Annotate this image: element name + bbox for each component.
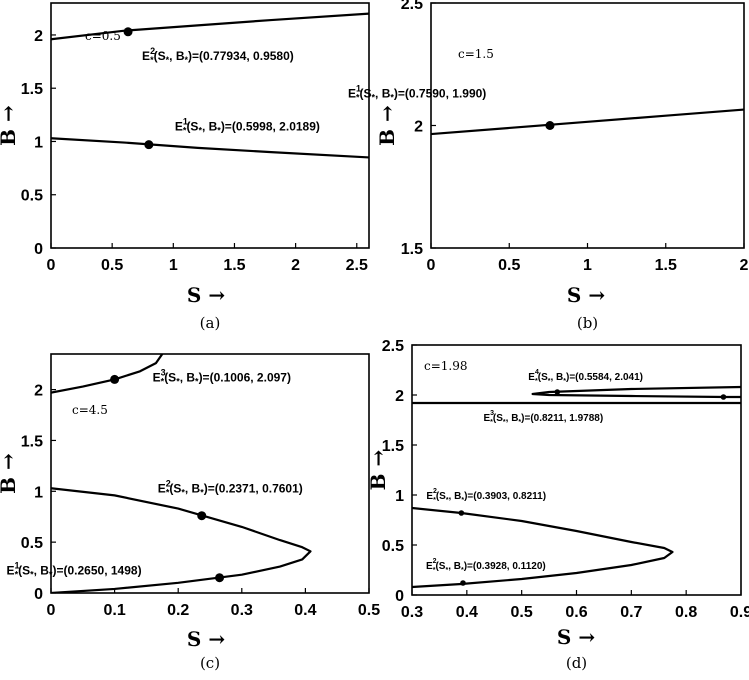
y-tick-label: 0.5 (21, 188, 43, 205)
x-tick-label: 0.7 (620, 604, 642, 621)
y-tick-label: 1.5 (21, 433, 43, 450)
x-tick-label: 2 (740, 257, 749, 274)
y-tick-label: 0.5 (382, 538, 404, 555)
equilibrium-point (458, 510, 465, 516)
y-tick-label: 2.5 (382, 338, 404, 355)
equilibrium-point (554, 389, 561, 395)
series-line-1 (51, 12, 369, 41)
equilibrium-label: E1 *(S*, B*)=(0.7590, 1.990) (348, 84, 486, 103)
x-tick-label: 1.5 (223, 257, 245, 274)
series-line-2 (51, 487, 312, 593)
panel-caption: (c) (200, 654, 220, 672)
x-axis-label: S → (187, 627, 225, 651)
y-tick-label: 0 (34, 241, 43, 258)
x-tick-label: 0.5 (511, 604, 533, 621)
panel-d: 0.3 0.4 0.5 0.6 0.7 0.8 0.9 0 0.5 1 1.5 2 2.5 S → B → (… (366, 338, 749, 672)
y-tick-label: 1.5 (21, 81, 43, 98)
equilibrium-point (215, 573, 225, 583)
y-tick-label: 0 (395, 588, 404, 605)
x-tick-label: 0.4 (456, 604, 478, 621)
equilibrium-point (545, 121, 555, 130)
equilibrium-label: E3 *(S*, B*)=(0.8211, 1.9788) (483, 410, 603, 426)
x-tick-label: 0.3 (231, 602, 253, 619)
y-tick-label: 1.5 (382, 438, 404, 455)
x-tick-label: 0.5 (101, 257, 123, 274)
equilibrium-label: E3 *(S*, B*)=(0.1006, 2.097) (153, 367, 291, 386)
x-tick-label: 0.9 (730, 604, 749, 621)
panel-a: 00.511.522.500.511.52S →B →(a)c=0.5E2*(S… (0, 2, 370, 332)
y-tick-label: 1 (395, 488, 404, 505)
panel-b: 0 0.5 1 1.5 2 1.5 2 2.5 S → B → (b) c=1.5 E1 *(S*, B*… (348, 0, 749, 332)
x-tick-label: 0.6 (565, 604, 587, 621)
y-tick-label: 2 (395, 388, 404, 405)
x-tick-label: 0 (47, 257, 56, 274)
y-tick-label: 1 (34, 484, 43, 501)
x-tick-label: 0.5 (358, 602, 380, 619)
y-tick-label: 0 (34, 586, 43, 603)
y-axis-label: B → (375, 105, 399, 146)
panel-caption: (d) (566, 654, 587, 672)
parameter-label: c=1.5 (458, 47, 494, 61)
x-tick-label: 0.2 (167, 602, 189, 619)
x-tick-label: 0 (47, 602, 56, 619)
x-tick-label: 2.5 (346, 257, 368, 274)
plot-frame (50, 353, 370, 594)
x-tick-label: 1.5 (655, 257, 677, 274)
x-tick-label: 1 (583, 257, 592, 274)
x-axis-label: S → (557, 625, 595, 649)
y-tick-label: 2.5 (401, 0, 423, 13)
panel-caption: (b) (577, 314, 598, 332)
equilibrium-label: E2 *(S*, B*)=(0.3928, 0.1120) (426, 558, 546, 574)
parameter-label: c=4.5 (72, 403, 108, 417)
equilibrium-label: E2 *(S*, B*)=(0.2371, 0.7601) (158, 479, 303, 498)
panel-caption: (a) (200, 314, 221, 332)
parameter-label: c=1.98 (424, 359, 468, 373)
equilibrium-label: E4 *(S*, B*)=(0.5584, 2.041) (528, 369, 643, 385)
x-tick-label: 0.3 (401, 604, 423, 621)
series-line-2 (51, 137, 369, 159)
y-tick-label: 2 (34, 28, 43, 45)
series-line-1 (431, 108, 744, 136)
y-tick-label: 1 (34, 134, 43, 151)
panel-c: 0 0.1 0.2 0.3 0.4 0.5 0 0.5 1 1.5 2 S → B → (c) c=4.5 E… (0, 353, 380, 672)
equilibrium-point (123, 27, 133, 37)
plot-frame (430, 2, 745, 249)
y-tick-label: 1.5 (401, 241, 423, 258)
x-tick-label: 2 (291, 257, 300, 274)
y-axis-label: B → (0, 453, 20, 494)
x-tick-label: 0.4 (294, 602, 316, 619)
x-tick-label: 1 (169, 257, 178, 274)
y-tick-label: 2 (34, 383, 43, 400)
equilibrium-label: E2 *(S*, B*)=(0.3903, 0.8211) (426, 488, 546, 504)
equilibrium-point (720, 394, 727, 400)
x-tick-label: 0.1 (103, 602, 125, 619)
y-tick-label: 2 (414, 119, 423, 136)
equilibrium-label: E1 *(S*, B*)=(0.2650, 1498) (7, 561, 142, 580)
series-line-1 (51, 354, 164, 394)
x-tick-label: 0 (427, 257, 436, 274)
series-line-3 (412, 506, 674, 589)
equilibrium-point (460, 580, 466, 586)
x-tick-label: 0.8 (675, 604, 697, 621)
equilibrium-point (144, 140, 154, 150)
y-axis-label: B → (0, 105, 20, 146)
x-tick-label: 0.5 (498, 257, 520, 274)
series-line-2 (531, 385, 741, 399)
x-axis-label: S → (567, 283, 605, 307)
plot-frame (50, 2, 370, 249)
y-tick-label: 0.5 (21, 535, 43, 552)
equilibrium-label: E2 *(S*, B*)=(0.77934, 0.9580) (142, 46, 294, 65)
y-axis-label: B → (366, 449, 390, 490)
equilibrium-label: E1 *(S*, B*)=(0.5998, 2.0189) (175, 117, 320, 136)
x-axis-label: S → (187, 283, 225, 307)
equilibrium-point (110, 374, 120, 384)
equilibrium-point (197, 511, 207, 521)
